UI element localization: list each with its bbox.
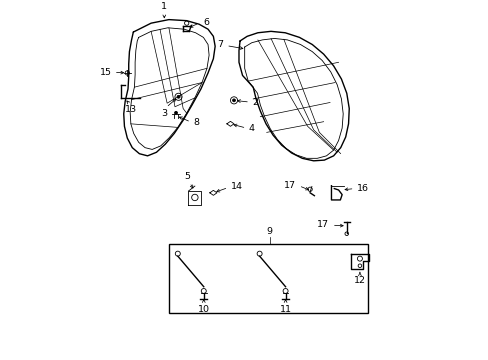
Text: 8: 8: [193, 118, 200, 127]
Circle shape: [232, 99, 235, 102]
Text: 17: 17: [284, 180, 295, 189]
Text: 13: 13: [124, 105, 137, 114]
Text: 3: 3: [161, 109, 167, 118]
Circle shape: [177, 95, 180, 98]
Circle shape: [174, 111, 177, 114]
Text: 2: 2: [252, 98, 258, 107]
Text: 1: 1: [161, 3, 167, 12]
Text: 6: 6: [203, 18, 209, 27]
Text: 4: 4: [248, 124, 254, 133]
Text: 7: 7: [217, 40, 223, 49]
Text: 9: 9: [266, 227, 272, 236]
Text: 17: 17: [316, 220, 328, 229]
Text: 11: 11: [279, 305, 291, 314]
Text: 16: 16: [356, 184, 368, 193]
Text: 14: 14: [231, 182, 243, 191]
Bar: [168, 244, 367, 313]
Text: 15: 15: [100, 68, 112, 77]
Text: 5: 5: [183, 172, 190, 181]
Text: 10: 10: [197, 305, 209, 314]
Text: 12: 12: [353, 276, 365, 285]
